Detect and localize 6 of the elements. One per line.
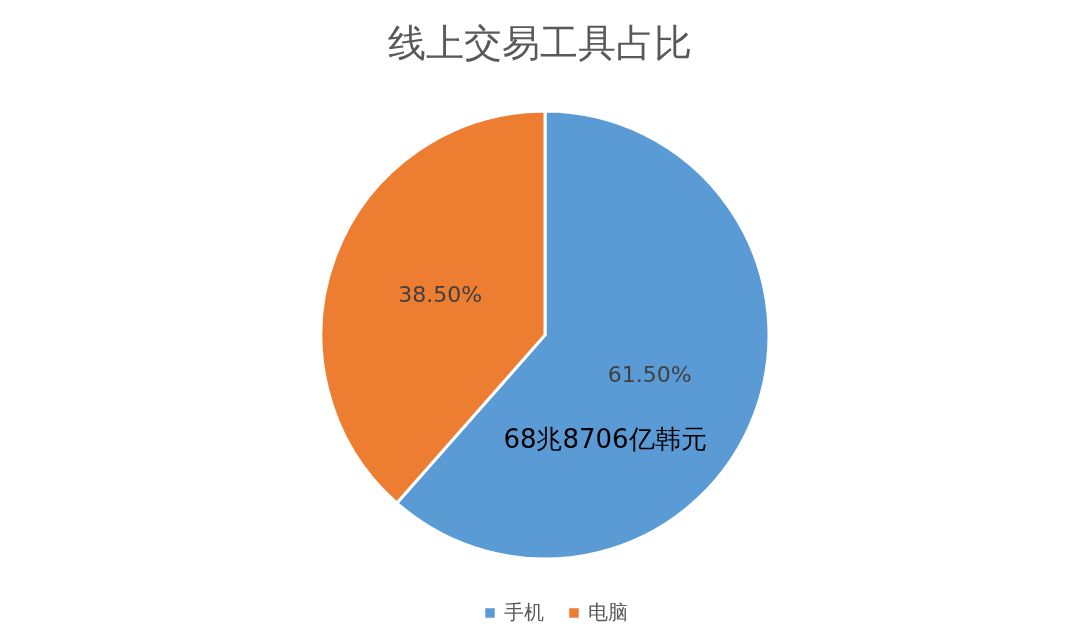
data-label: 38.50%: [398, 282, 483, 308]
chart-title: 线上交易工具占比: [388, 21, 692, 65]
data-label: 61.50%: [607, 361, 692, 387]
legend-label: 电脑: [588, 600, 628, 624]
legend-label: 手机: [504, 600, 544, 624]
text: 68兆8706亿韩元: [503, 424, 707, 454]
